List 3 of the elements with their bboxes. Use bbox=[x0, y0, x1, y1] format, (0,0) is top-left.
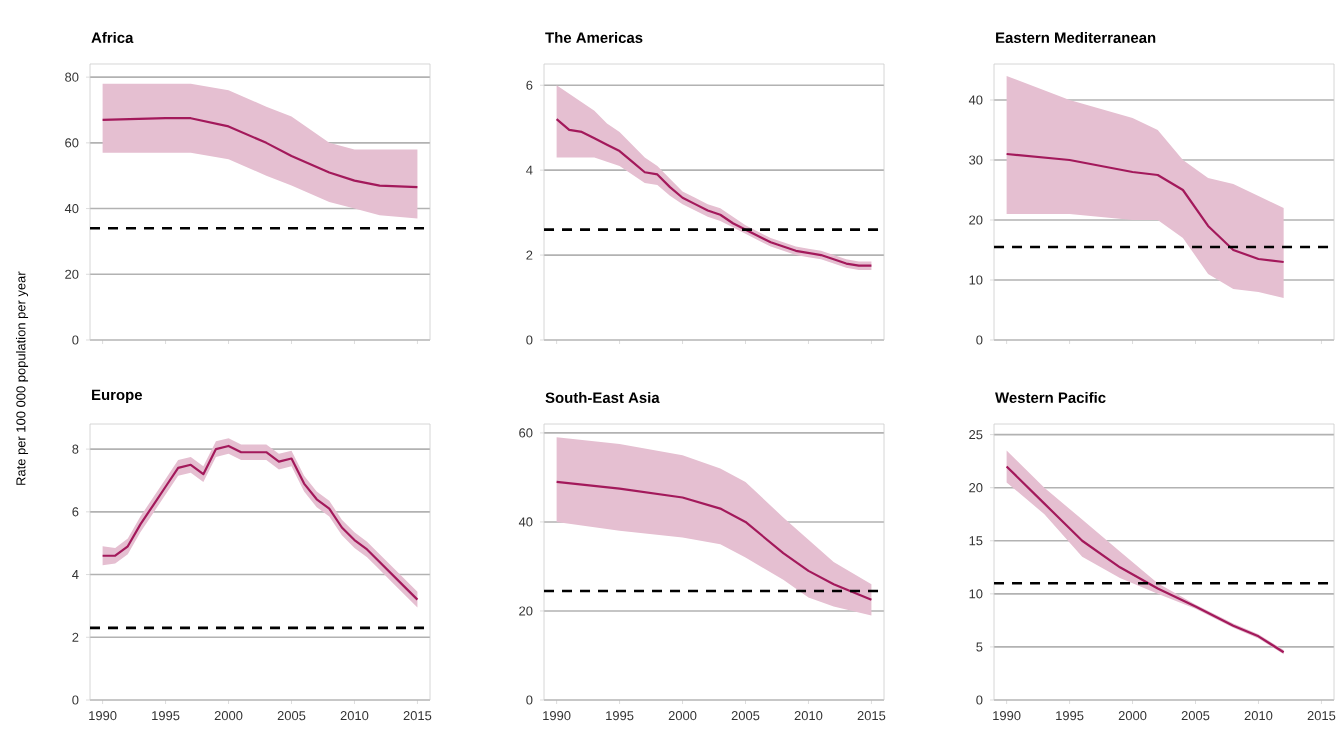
line-series bbox=[101, 117, 419, 189]
line-series bbox=[1005, 152, 1285, 264]
line-series bbox=[555, 480, 873, 601]
